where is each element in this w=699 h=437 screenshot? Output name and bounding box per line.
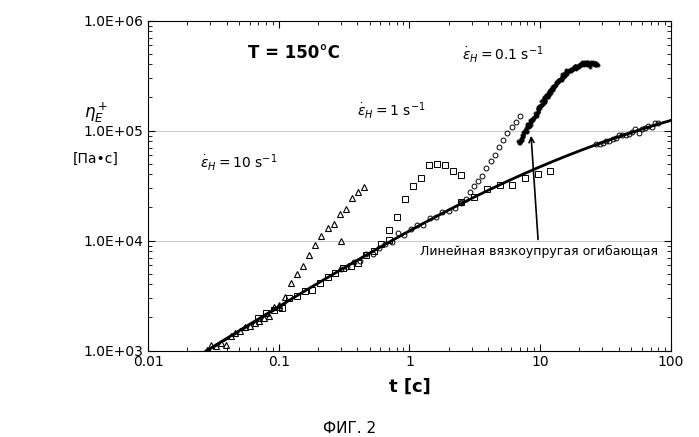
Text: $\dot{\varepsilon}_H = 0.1\ \mathrm{s}^{-1}$: $\dot{\varepsilon}_H = 0.1\ \mathrm{s}^{…	[462, 44, 543, 65]
Text: $\dot{\varepsilon}_H = 10\ \mathrm{s}^{-1}$: $\dot{\varepsilon}_H = 10\ \mathrm{s}^{-…	[201, 153, 278, 173]
Text: T = 150°C: T = 150°C	[248, 44, 340, 62]
Text: ФИГ. 2: ФИГ. 2	[323, 421, 376, 436]
Text: $\dot{\varepsilon}_H = 1\ \mathrm{s}^{-1}$: $\dot{\varepsilon}_H = 1\ \mathrm{s}^{-1…	[357, 100, 426, 121]
Text: $\eta_E^+$: $\eta_E^+$	[84, 101, 108, 125]
Text: Линейная вязкоупругая огибающая: Линейная вязкоупругая огибающая	[420, 138, 658, 258]
X-axis label: t [с]: t [с]	[389, 378, 431, 396]
Text: [Па•с]: [Па•с]	[73, 152, 119, 166]
